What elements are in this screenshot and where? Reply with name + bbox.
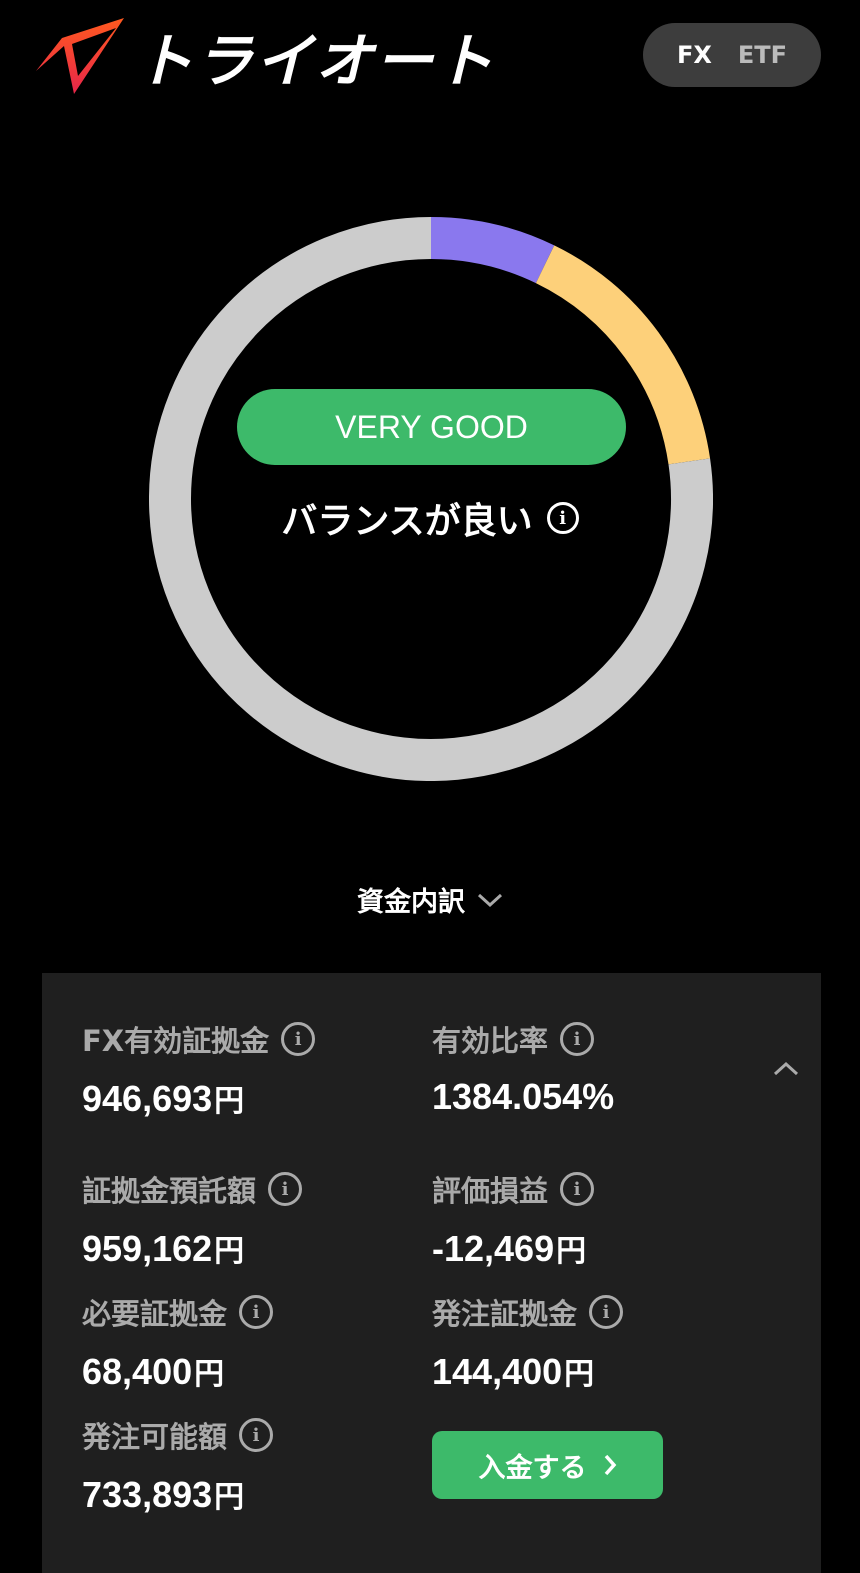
- info-icon[interactable]: i: [268, 1172, 303, 1206]
- fund-value: 68,400円: [82, 1349, 273, 1393]
- chevron-up-icon[interactable]: [773, 1061, 799, 1077]
- chevron-down-icon: [477, 893, 503, 907]
- toggle-etf[interactable]: ETF: [737, 41, 788, 69]
- fund-value-number: 1384.054%: [432, 1076, 615, 1117]
- fund-value-unit: 円: [564, 1358, 595, 1391]
- deposit-button[interactable]: 入金する: [432, 1431, 663, 1499]
- fund-value-unit: 円: [556, 1235, 587, 1268]
- fund-value: -12,469円: [432, 1226, 594, 1270]
- deposit-label: 入金する: [478, 1452, 587, 1484]
- fund-value-number: 733,893: [82, 1474, 213, 1515]
- info-icon[interactable]: i: [560, 1022, 595, 1056]
- fund-value-number: -12,469: [432, 1228, 555, 1269]
- status-text: バランスが良い i: [0, 492, 860, 544]
- fund-label: 評価損益 i: [432, 1168, 595, 1210]
- fund-label-text: FX有効証拠金: [82, 1024, 270, 1058]
- fund-label-text: 評価損益: [432, 1174, 549, 1208]
- logo: トライオート: [34, 14, 495, 98]
- breakdown-toggle[interactable]: 資金内訳: [0, 880, 860, 919]
- fund-label: 証拠金預託額 i: [82, 1168, 303, 1210]
- fund-value-unit: 円: [214, 1235, 245, 1268]
- fund-label-text: 発注可能額: [82, 1420, 228, 1454]
- fund-label: FX有効証拠金 i: [82, 1018, 316, 1060]
- fund-value-number: 68,400: [82, 1351, 193, 1392]
- fund-item: 有効比率 i 1384.054%: [432, 1018, 616, 1118]
- fund-label-text: 有効比率: [432, 1024, 549, 1058]
- fund-label-text: 必要証拠金: [82, 1297, 228, 1331]
- logo-arrow-icon: [36, 18, 124, 94]
- info-icon[interactable]: i: [589, 1295, 624, 1329]
- fund-value: 733,893円: [82, 1472, 273, 1516]
- fund-value: 144,400円: [432, 1349, 623, 1393]
- fund-value-number: 946,693: [82, 1078, 213, 1119]
- info-icon[interactable]: i: [560, 1172, 595, 1206]
- rating-badge: VERY GOOD: [237, 389, 626, 465]
- fund-item: 発注可能額 i 733,893円: [82, 1414, 274, 1516]
- balance-gauge: [149, 217, 713, 781]
- status-label: バランスが良い: [281, 501, 533, 542]
- logo-text: トライオート: [135, 29, 496, 94]
- info-icon[interactable]: i: [239, 1295, 274, 1329]
- fund-label-text: 発注証拠金: [432, 1297, 578, 1331]
- fund-label: 発注可能額 i: [82, 1414, 274, 1456]
- toggle-fx[interactable]: FX: [676, 41, 712, 69]
- fund-value: 1384.054%: [432, 1076, 616, 1118]
- fund-value-number: 144,400: [432, 1351, 563, 1392]
- fund-value: 959,162円: [82, 1226, 302, 1270]
- fund-item: 証拠金預託額 i 959,162円: [82, 1168, 303, 1270]
- info-icon[interactable]: i: [239, 1418, 274, 1452]
- product-toggle[interactable]: FX ETF: [643, 23, 821, 87]
- info-icon[interactable]: i: [546, 502, 579, 534]
- chevron-right-icon: [604, 1454, 616, 1476]
- fund-label-text: 証拠金預託額: [82, 1174, 257, 1208]
- fund-item: 必要証拠金 i 68,400円: [82, 1291, 274, 1393]
- fund-value-number: 959,162: [82, 1228, 213, 1269]
- fund-label: 有効比率 i: [432, 1018, 616, 1060]
- gauge-segment: [430, 217, 555, 284]
- gauge-segment: [149, 217, 713, 781]
- fund-value-unit: 円: [214, 1085, 245, 1118]
- fund-item: 発注証拠金 i 144,400円: [432, 1291, 624, 1393]
- info-icon[interactable]: i: [281, 1022, 316, 1056]
- fund-label: 必要証拠金 i: [82, 1291, 274, 1333]
- breakdown-label: 資金内訳: [357, 887, 465, 918]
- funds-card: FX有効証拠金 i 946,693円 有効比率 i 1384.054% 証拠金預託額 i 959…: [42, 973, 821, 1573]
- fund-item: 評価損益 i -12,469円: [432, 1168, 595, 1270]
- fund-value-unit: 円: [194, 1358, 225, 1391]
- fund-value: 946,693円: [82, 1076, 315, 1120]
- gauge-segment: [535, 245, 711, 465]
- fund-value-unit: 円: [214, 1481, 245, 1514]
- fund-item: FX有効証拠金 i 946,693円: [82, 1018, 316, 1120]
- fund-label: 発注証拠金 i: [432, 1291, 624, 1333]
